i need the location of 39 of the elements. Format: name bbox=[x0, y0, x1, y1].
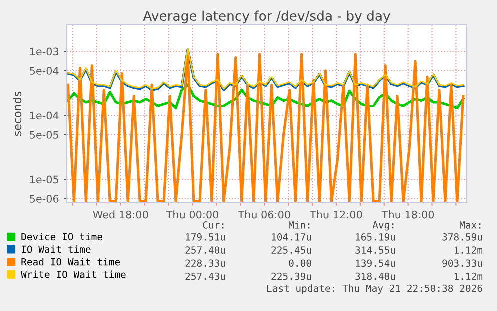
x-tick-label: Thu 12:00 bbox=[310, 210, 362, 219]
legend-label: Write IO Wait time bbox=[21, 270, 126, 278]
text: Avg: bbox=[372, 222, 394, 231]
legend-label: IO Wait time bbox=[22, 246, 91, 254]
legend-label: Device IO time bbox=[22, 233, 102, 241]
text: 1.12m bbox=[454, 272, 483, 280]
text: 139.54u bbox=[356, 260, 396, 268]
text: 903.33u bbox=[442, 260, 482, 268]
x-tick-label: Thu 06:00 bbox=[238, 210, 290, 219]
y-tick-label: 1e-04 bbox=[30, 112, 59, 120]
text: Min: bbox=[288, 221, 310, 229]
y-tick-label: 5e-06 bbox=[30, 195, 59, 203]
text: 179.51u bbox=[186, 233, 226, 241]
line-series bbox=[67, 53, 465, 203]
text: 1.12m bbox=[454, 246, 483, 254]
y-tick-label: 1e-05 bbox=[30, 176, 58, 184]
text: Max: bbox=[460, 222, 481, 229]
text: 225.45u bbox=[272, 246, 312, 254]
text: 165.19u bbox=[356, 233, 396, 241]
text: 378.59u bbox=[442, 233, 482, 241]
x-tick-label: Thu 00:00 bbox=[166, 210, 219, 219]
text: 225.39u bbox=[272, 272, 312, 280]
legend-label: Read IO Wait time bbox=[22, 258, 120, 266]
text: 318.48u bbox=[356, 272, 396, 280]
text: Cur: bbox=[203, 221, 224, 229]
y-tick-label: 5e-04 bbox=[30, 67, 59, 75]
text: Last update: Thu May 21 22:50:38 2026 bbox=[267, 284, 482, 294]
y-axis-title: seconds bbox=[13, 92, 22, 136]
y-tick-label: 1e-03 bbox=[30, 48, 59, 56]
text: 228.33u bbox=[186, 260, 226, 268]
x-tick-label: Thu 18:00 bbox=[382, 210, 434, 219]
text: 314.55u bbox=[356, 246, 396, 254]
chart-title: Average latency for /dev/sda - by day bbox=[143, 10, 390, 24]
text: 0.00 bbox=[289, 260, 312, 268]
text: 104.17u bbox=[272, 233, 312, 241]
text: 257.43u bbox=[186, 272, 226, 280]
text: 257.40u bbox=[186, 246, 226, 254]
x-tick-label: Wed 18:00 bbox=[93, 210, 148, 219]
y-tick-label: 5e-05 bbox=[30, 131, 58, 139]
